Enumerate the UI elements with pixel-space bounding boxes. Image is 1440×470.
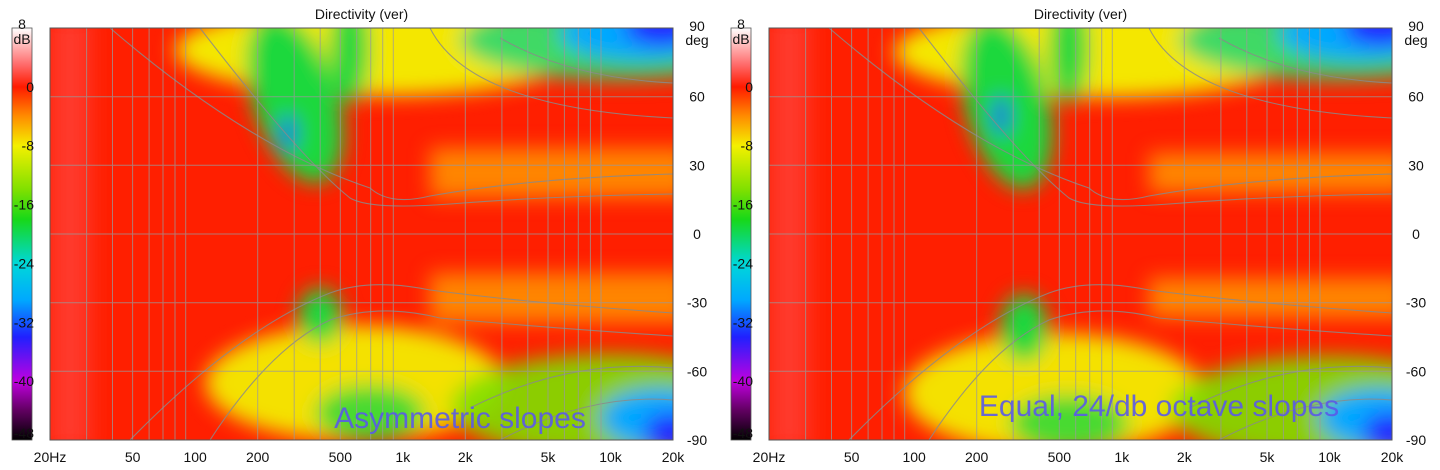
- heatmap-region: [246, 28, 344, 183]
- x-tick-label: 200: [965, 449, 989, 465]
- y-tick-label: 30: [1408, 157, 1424, 173]
- heatmap-region: [430, 273, 673, 323]
- x-tick-label: 100: [183, 449, 207, 465]
- gridlines: [50, 28, 673, 440]
- contour-line: [109, 28, 673, 201]
- contour-line: [848, 284, 1392, 440]
- chart-title: Directivity (ver): [1034, 6, 1127, 22]
- x-tick-label: 500: [329, 449, 353, 465]
- x-tick-label: 20Hz: [34, 449, 67, 465]
- colorbar-tick-label: -32: [733, 314, 753, 330]
- x-tick-label: 5k: [1260, 449, 1276, 465]
- x-tick-label: 20k: [662, 449, 686, 465]
- x-tick-label: 1k: [1114, 449, 1130, 465]
- colorbar-unit: dB: [732, 31, 749, 47]
- x-tick-label: 5k: [541, 449, 557, 465]
- y-tick-label: -60: [1406, 363, 1426, 379]
- colorbar-tick-label: -8: [22, 138, 35, 154]
- y-tick-label: -60: [687, 363, 707, 379]
- x-tick-label: 10k: [599, 449, 623, 465]
- colorbar: [730, 27, 752, 441]
- plot-frame: [49, 27, 674, 441]
- x-tick-label: 10k: [1318, 449, 1342, 465]
- y-tick-label: 90: [689, 18, 705, 34]
- y-tick-label: 0: [693, 226, 701, 242]
- x-tick-label: 20k: [1381, 449, 1405, 465]
- heatmap-region: [1343, 28, 1392, 46]
- colorbar-tick-label: -16: [733, 197, 753, 213]
- colorbar-tick-label: -40: [14, 373, 34, 389]
- colorbar-tick-label: -32: [14, 314, 34, 330]
- y-tick-label: -90: [1406, 432, 1426, 448]
- y-tick-label: 0: [1412, 226, 1420, 242]
- colorbar-tick-label: 8: [737, 16, 745, 32]
- colorbar-tick-label: -24: [733, 255, 753, 271]
- contour-line: [199, 28, 673, 207]
- heatmap-region: [961, 28, 1053, 189]
- colorbar-tick-label: 8: [18, 16, 26, 32]
- heatmap-regions: [769, 28, 1392, 440]
- gridlines: [769, 28, 1392, 440]
- x-tick-label: 50: [844, 449, 860, 465]
- x-tick-label: 2k: [1177, 449, 1193, 465]
- heatmap-field: [769, 28, 1392, 440]
- contour-lines: [109, 28, 673, 440]
- heatmap-region: [1000, 294, 1048, 362]
- heatmap-region: [644, 413, 673, 440]
- heatmap-region: [430, 148, 673, 198]
- heatmap-region: [281, 115, 295, 151]
- contour-line: [469, 365, 673, 409]
- heatmap-region: [904, 333, 1204, 440]
- colorbar-tick-label: -8: [741, 138, 754, 154]
- contour-line: [499, 398, 673, 440]
- y-tick-label: 30: [689, 157, 705, 173]
- chart-title: Directivity (ver): [315, 6, 408, 22]
- y-tick-label: 60: [689, 89, 705, 105]
- heatmap-region: [315, 385, 425, 440]
- overlay-annotation: Equal, 24/db octave slopes: [979, 390, 1339, 423]
- colorbar-tick-label: -48: [733, 425, 753, 441]
- y-tick-label: -30: [687, 295, 707, 311]
- heatmap-region: [1149, 278, 1392, 318]
- contour-line: [1218, 398, 1392, 440]
- contour-line: [1188, 365, 1392, 409]
- y-axis-unit: deg: [685, 32, 708, 48]
- colorbar: [11, 27, 33, 441]
- y-tick-label: 90: [1408, 18, 1424, 34]
- plot-frame: [768, 27, 1393, 441]
- x-tick-label: 2k: [458, 449, 474, 465]
- colorbar-unit: dB: [13, 31, 30, 47]
- x-tick-label: 500: [1048, 449, 1072, 465]
- heatmap-region: [1149, 153, 1392, 193]
- contour-line: [129, 284, 673, 440]
- colorbar-tick-label: 0: [26, 79, 34, 95]
- overlay-annotation: Asymmetric slopes: [334, 402, 586, 435]
- y-tick-label: -90: [687, 432, 707, 448]
- contour-line: [828, 28, 1392, 201]
- y-tick-label: -30: [1406, 295, 1426, 311]
- x-tick-label: 200: [246, 449, 270, 465]
- colorbar-tick-label: -40: [733, 373, 753, 389]
- x-tick-label: 20Hz: [753, 449, 786, 465]
- contour-line: [918, 28, 1392, 207]
- contour-line: [429, 28, 673, 119]
- x-tick-label: 1k: [395, 449, 411, 465]
- y-axis-unit: deg: [1404, 32, 1427, 48]
- x-tick-label: 50: [125, 449, 141, 465]
- y-tick-label: 60: [1408, 89, 1424, 105]
- colorbar-tick-label: -24: [14, 255, 34, 271]
- contour-line: [209, 310, 673, 440]
- heatmap-region: [1363, 413, 1392, 440]
- colorbar-tick-label: -48: [14, 425, 34, 441]
- x-tick-label: 100: [902, 449, 926, 465]
- contour-line: [928, 310, 1392, 440]
- heatmap-region: [624, 28, 673, 46]
- heatmap-field: [50, 28, 673, 440]
- colorbar-tick-label: 0: [745, 79, 753, 95]
- directivity-chart-1: Directivity (ver) 20Hz 50 100 200 500 1k 2k 5k 10…: [11, 6, 709, 465]
- contour-line: [1148, 28, 1392, 119]
- colorbar-tick-label: -16: [14, 197, 34, 213]
- directivity-chart-2: Directivity (ver) 20Hz 50 100 200 500 1k 2k 5k 10…: [730, 6, 1428, 465]
